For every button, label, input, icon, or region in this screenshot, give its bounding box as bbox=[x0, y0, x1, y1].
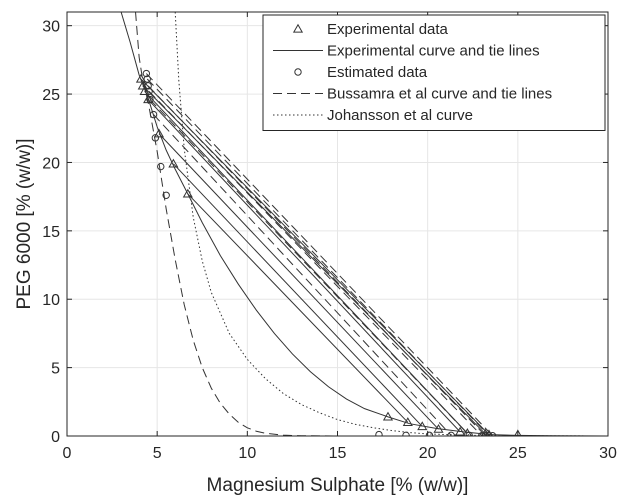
data-point-triangle bbox=[139, 86, 150, 95]
x-tick-label: 20 bbox=[419, 445, 437, 462]
data-point-circle bbox=[142, 69, 151, 78]
legend-circle-marker bbox=[294, 68, 302, 76]
data-point-circle bbox=[375, 430, 383, 436]
x-tick-label: 25 bbox=[509, 445, 527, 462]
legend-entry: Bussamra et al curve and tie lines bbox=[273, 86, 552, 103]
y-tick-label: 25 bbox=[42, 87, 60, 104]
legend: Experimental data Experimental curve and … bbox=[262, 14, 606, 131]
series-curve bbox=[135, 12, 608, 436]
data-point-circle bbox=[402, 431, 410, 436]
y-tick-label: 15 bbox=[42, 224, 60, 241]
tie-line bbox=[158, 133, 439, 430]
tie-line bbox=[147, 99, 461, 433]
data-point-triangle bbox=[135, 73, 146, 83]
y-tick-label: 5 bbox=[51, 361, 60, 378]
tie-line bbox=[153, 114, 452, 436]
series-curve bbox=[174, 12, 608, 436]
x-tick-label: 10 bbox=[238, 445, 256, 462]
y-tick-label: 20 bbox=[42, 155, 60, 172]
legend-entry: Experimental data bbox=[292, 21, 449, 38]
tie-line bbox=[149, 99, 470, 436]
legend-label: Experimental curve and tie lines bbox=[327, 43, 540, 60]
y-axis-title: PEG 6000 [% (w/w)] bbox=[14, 138, 35, 309]
y-tick-label: 10 bbox=[42, 292, 60, 309]
legend-label: Experimental data bbox=[327, 21, 449, 38]
data-point-circle bbox=[465, 431, 473, 436]
data-point-circle bbox=[145, 87, 153, 96]
legend-box bbox=[262, 14, 606, 131]
axes: 0 5 10 15 20 25 30 0 5 10 15 20 25 30 Magnesium Sulpha… bbox=[14, 11, 617, 496]
data-point-circle bbox=[144, 82, 152, 90]
y-tick-label: 30 bbox=[42, 19, 60, 36]
tie-line bbox=[144, 90, 468, 434]
series-4 bbox=[174, 12, 608, 436]
data-point-circle bbox=[162, 191, 170, 199]
tie-line bbox=[173, 163, 423, 427]
series-3 bbox=[135, 12, 608, 436]
data-point-circle bbox=[157, 162, 165, 171]
legend-entry: Johansson et al curve bbox=[273, 107, 473, 124]
plot-area bbox=[120, 12, 608, 436]
legend-label: Bussamra et al curve and tie lines bbox=[327, 86, 552, 103]
legend-label: Johansson et al curve bbox=[327, 107, 473, 124]
data-point-circle bbox=[146, 95, 154, 104]
data-point-circle bbox=[143, 75, 151, 83]
y-tick-label: 0 bbox=[51, 429, 60, 446]
tie-line bbox=[147, 85, 486, 436]
x-axis-title: Magnesium Sulphate [% (w/w)] bbox=[207, 475, 469, 496]
data-point-triangle bbox=[168, 158, 179, 168]
x-tick-label: 30 bbox=[599, 445, 617, 462]
x-tick-label: 0 bbox=[63, 445, 72, 462]
x-tick-label: 15 bbox=[329, 445, 347, 462]
legend-label: Estimated data bbox=[327, 64, 428, 81]
x-tick-label: 5 bbox=[153, 445, 162, 462]
data-point-triangle bbox=[182, 188, 193, 198]
legend-entry: Estimated data bbox=[294, 64, 428, 81]
data-point-triangle bbox=[402, 417, 413, 426]
tie-line bbox=[146, 78, 490, 436]
data-point-triangle bbox=[514, 429, 522, 436]
tie-line bbox=[187, 193, 409, 423]
legend-entry: Experimental curve and tie lines bbox=[273, 43, 540, 60]
tie-line bbox=[148, 90, 483, 436]
data-point-triangle bbox=[153, 128, 165, 138]
legend-triangle-marker bbox=[292, 23, 304, 33]
data-point-circle bbox=[425, 431, 434, 436]
